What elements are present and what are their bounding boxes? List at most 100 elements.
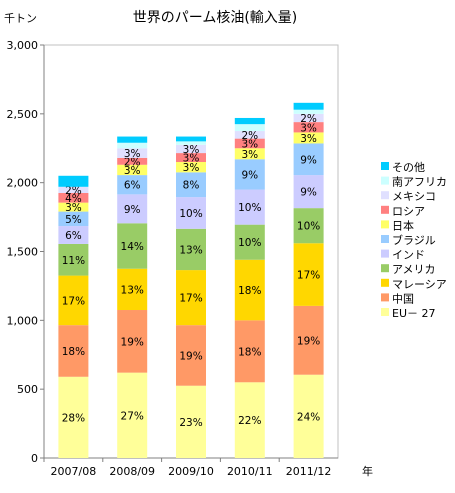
bar-segment	[293, 143, 324, 176]
data-label: 3%	[300, 133, 317, 145]
bar-segment	[234, 117, 265, 125]
bar-segment	[58, 186, 89, 193]
bar-segment	[293, 122, 324, 133]
x-tick-label: 2007/08	[51, 465, 97, 478]
bar-segment	[117, 372, 148, 458]
data-label: 14%	[121, 241, 144, 253]
bar-segment	[234, 224, 265, 260]
data-label: 9%	[300, 187, 317, 199]
data-label: 23%	[179, 417, 202, 429]
data-label: 3%	[241, 149, 258, 161]
legend-swatch	[381, 264, 389, 273]
bar-segment	[176, 270, 206, 326]
legend-swatch	[381, 308, 389, 316]
data-label: 19%	[121, 336, 144, 348]
y-tick-label: 1,000	[7, 314, 39, 327]
data-label: 3%	[300, 122, 317, 134]
bar-segment	[234, 159, 265, 190]
legend-label: メキシコ	[392, 190, 436, 203]
bar-segment	[58, 325, 89, 377]
data-label: 9%	[124, 204, 141, 216]
bar-segment	[58, 376, 89, 458]
data-label: 5%	[65, 214, 82, 226]
data-label: 2%	[241, 130, 258, 142]
legend-swatch	[381, 235, 389, 243]
data-label: 13%	[179, 244, 202, 256]
legend-label: 日本	[392, 218, 414, 232]
bar-segment	[234, 382, 265, 458]
data-label: 17%	[297, 270, 320, 282]
bar-segment	[293, 175, 324, 209]
data-label: 3%	[241, 138, 258, 150]
bar-segment	[234, 259, 265, 321]
x-tick-label: 2009/10	[168, 465, 214, 478]
bar-segment	[176, 325, 206, 386]
bar-segment	[293, 113, 324, 123]
data-label: 6%	[65, 230, 82, 242]
data-label: 27%	[121, 410, 144, 422]
bar-segment	[176, 136, 206, 142]
y-tick-label: 1,500	[7, 246, 39, 259]
data-label: 13%	[121, 284, 144, 296]
bar-segment	[293, 102, 324, 110]
bar-segment	[58, 211, 89, 227]
bar-segment	[58, 175, 89, 187]
bar-segment	[58, 202, 89, 212]
legend-label: ブラジル	[392, 233, 436, 247]
data-label: 28%	[62, 412, 85, 424]
legend-swatch	[381, 191, 389, 200]
data-label: 24%	[297, 411, 320, 423]
data-label: 9%	[300, 154, 317, 166]
bar-segment	[234, 148, 265, 160]
bar-segment	[117, 157, 148, 165]
legend-label: アメリカ	[392, 263, 435, 276]
chart-title: 世界のパーム核油(輸入量)	[133, 10, 298, 26]
data-label: 3%	[183, 144, 200, 156]
bar-segment	[117, 136, 148, 143]
x-tick-label: 2008/09	[109, 465, 155, 478]
y-axis-label: 千トン	[4, 12, 37, 25]
bar-segment	[58, 243, 89, 276]
y-tick-label: 2,500	[7, 108, 39, 121]
bar-segment	[117, 148, 148, 158]
data-label: 19%	[179, 350, 202, 362]
bar-segment	[117, 175, 148, 195]
bar-segment	[234, 320, 265, 383]
data-label: 2%	[300, 113, 317, 125]
bar-segment	[117, 164, 148, 176]
data-label: 2%	[124, 156, 141, 168]
bar-segment	[293, 208, 324, 244]
x-tick-label: 2011/12	[286, 465, 332, 478]
bar-segment	[117, 142, 148, 149]
data-label: 17%	[62, 295, 85, 307]
legend-swatch	[381, 176, 389, 185]
data-label: 17%	[179, 293, 202, 305]
legend-label: EU－ 27	[392, 307, 436, 320]
legend-swatch	[381, 293, 389, 302]
bar-segment	[117, 223, 148, 269]
bar-segment	[58, 192, 89, 203]
legend-swatch	[381, 220, 389, 229]
data-label: 19%	[297, 335, 320, 347]
bar-segment	[176, 144, 206, 154]
data-label: 10%	[179, 208, 202, 220]
data-label: 4%	[65, 193, 82, 205]
bar-segment	[176, 141, 206, 145]
bar-segment	[293, 374, 324, 458]
legend-label: 中国	[392, 292, 414, 305]
bar-segment	[293, 132, 324, 144]
y-tick-label: 2,000	[7, 177, 39, 190]
bar-segment	[58, 275, 89, 326]
data-label: 3%	[183, 153, 200, 165]
data-label: 18%	[238, 285, 261, 297]
bar-segment	[176, 197, 206, 229]
y-tick-label: 3,000	[7, 39, 39, 52]
legend-label: その他	[392, 161, 425, 174]
legend-label: インド	[392, 249, 425, 262]
legend-label: マレーシア	[392, 278, 447, 291]
bar-segment	[234, 138, 265, 149]
bar-segment	[293, 243, 324, 306]
bar-segment	[234, 189, 265, 225]
bar-segment	[176, 162, 206, 173]
